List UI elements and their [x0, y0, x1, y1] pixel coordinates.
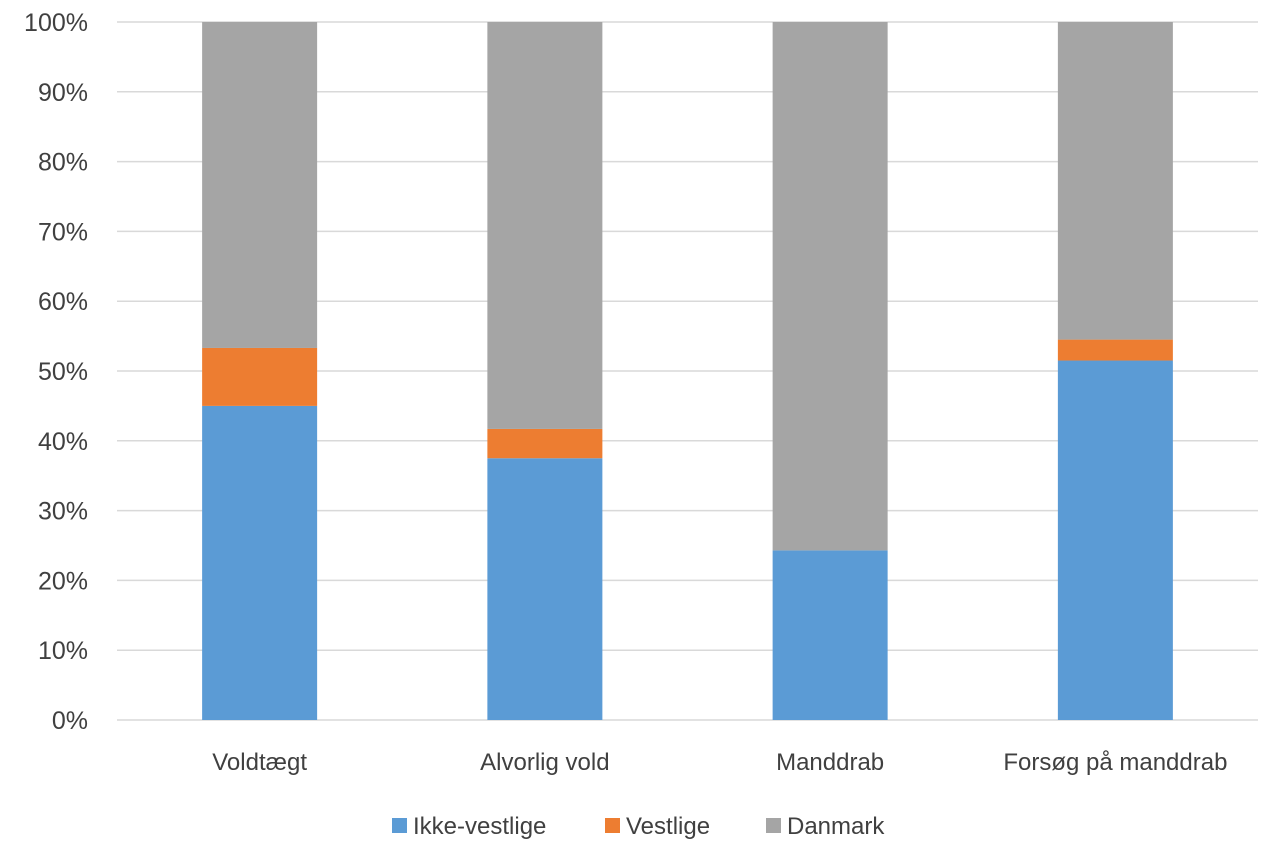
y-tick-label: 70%: [38, 218, 88, 246]
y-tick-label: 80%: [38, 149, 88, 177]
y-tick-label: 90%: [38, 79, 88, 107]
x-category-label: Voldtægt: [212, 749, 307, 776]
bar-ikke-vestlige-2: [772, 550, 888, 720]
bar-ikke-vestlige-1: [487, 458, 603, 720]
y-tick-label: 20%: [38, 567, 88, 595]
bar-danmark-1: [487, 22, 603, 429]
bar-vestlige-1: [487, 428, 603, 459]
x-category-label: Alvorlig vold: [480, 749, 609, 776]
bar-vestlige-3: [1057, 339, 1173, 361]
y-tick-label: 50%: [38, 358, 88, 386]
legend-label: Vestlige: [626, 813, 710, 840]
x-category-label: Manddrab: [776, 749, 884, 776]
legend: Ikke-vestlige Vestlige Danmark: [392, 813, 885, 840]
bar-ikke-vestlige-0: [202, 405, 318, 720]
legend-swatch-danmark: [766, 818, 781, 833]
bar-danmark-2: [772, 22, 888, 551]
bar-vestlige-0: [202, 347, 318, 406]
bar-danmark-3: [1057, 22, 1173, 340]
x-axis-categories: Voldtægt Alvorlig vold Manddrab Forsøg på m…: [212, 749, 1227, 776]
y-axis-ticks: 0% 10% 20% 30% 40% 50% 60% 70% 80% 90% 100%: [24, 9, 88, 735]
y-tick-label: 40%: [38, 428, 88, 456]
legend-swatch-ikke-vestlige: [392, 818, 407, 833]
y-tick-label: 10%: [38, 637, 88, 665]
bar-ikke-vestlige-3: [1057, 360, 1173, 720]
bars: [202, 22, 1173, 720]
y-tick-label: 0%: [52, 707, 88, 735]
bar-danmark-0: [202, 22, 318, 348]
legend-label: Ikke-vestlige: [413, 813, 546, 840]
y-tick-label: 100%: [24, 9, 88, 37]
y-tick-label: 30%: [38, 498, 88, 526]
x-category-label: Forsøg på manddrab: [1003, 749, 1227, 776]
legend-label: Danmark: [787, 813, 885, 840]
y-tick-label: 60%: [38, 288, 88, 316]
legend-swatch-vestlige: [605, 818, 620, 833]
